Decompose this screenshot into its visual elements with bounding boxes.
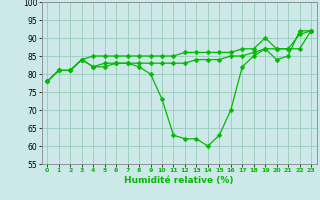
X-axis label: Humidité relative (%): Humidité relative (%) [124, 176, 234, 185]
